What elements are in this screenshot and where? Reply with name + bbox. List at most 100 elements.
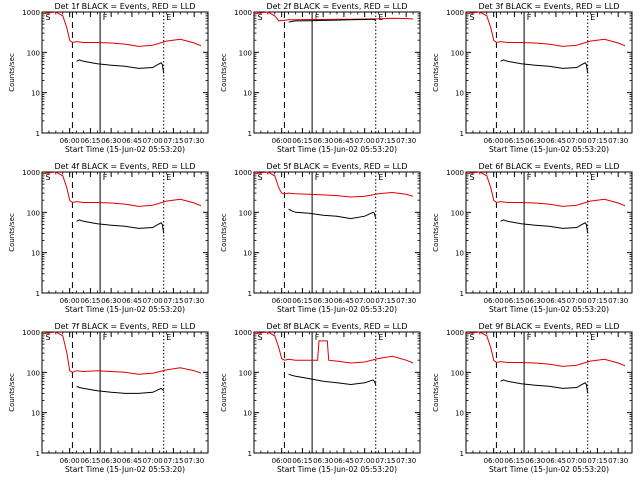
y-tick-label: 10 bbox=[243, 90, 252, 98]
detector-plot-8: Det 8f BLACK = Events, RED = LLD 1 10 100 10… bbox=[220, 322, 421, 474]
x-tick-label: 06:45 bbox=[546, 457, 566, 465]
x-tick-label: 06:15 bbox=[504, 137, 524, 145]
x-tick-label: 06:30 bbox=[313, 137, 333, 145]
marker-letter: S bbox=[469, 333, 474, 342]
series-line-lld bbox=[253, 331, 414, 364]
x-tick-label: 06:00 bbox=[272, 297, 292, 305]
plot-title: Det 7f BLACK = Events, RED = LLD bbox=[54, 322, 195, 331]
x-tick-label: 07:30 bbox=[608, 297, 628, 305]
x-tick-label: 06:45 bbox=[546, 137, 566, 145]
series-line-lld bbox=[41, 331, 202, 375]
plot-title: Det 8f BLACK = Events, RED = LLD bbox=[266, 322, 407, 331]
y-tick-label: 100 bbox=[27, 209, 40, 217]
y-tick-label: 10 bbox=[455, 250, 464, 258]
y-tick-label: 1 bbox=[36, 450, 40, 458]
series-line-lld bbox=[41, 171, 202, 207]
plot-frame bbox=[41, 331, 209, 454]
series-line-lld bbox=[465, 331, 626, 367]
marker-letter: S bbox=[45, 13, 50, 22]
plot-frame bbox=[253, 171, 421, 294]
x-tick-label: 06:00 bbox=[272, 457, 292, 465]
plot-frame bbox=[253, 11, 421, 134]
marker-letter: S bbox=[45, 333, 50, 342]
x-tick-label: 06:30 bbox=[101, 457, 121, 465]
x-tick-label: 06:15 bbox=[80, 457, 100, 465]
x-tick-label: 06:45 bbox=[334, 457, 354, 465]
y-tick-label: 10 bbox=[243, 250, 252, 258]
x-tick-label: 07:30 bbox=[396, 297, 416, 305]
x-tick-label: 06:30 bbox=[101, 137, 121, 145]
x-tick-label: 07:30 bbox=[608, 137, 628, 145]
y-tick-label: 100 bbox=[451, 369, 464, 377]
y-tick-label: 1 bbox=[248, 450, 252, 458]
x-tick-label: 06:30 bbox=[313, 457, 333, 465]
x-tick-label: 06:15 bbox=[292, 137, 312, 145]
y-axis-label: Counts/sec bbox=[220, 373, 228, 412]
marker-letter: S bbox=[257, 173, 262, 182]
series-line-lld bbox=[253, 171, 414, 198]
y-tick-label: 1 bbox=[248, 290, 252, 298]
series-line-events bbox=[500, 219, 589, 234]
y-tick-label: 100 bbox=[451, 209, 464, 217]
x-tick-label: 06:15 bbox=[292, 457, 312, 465]
y-axis-label: Counts/sec bbox=[220, 213, 228, 252]
x-tick-label: 06:00 bbox=[60, 137, 80, 145]
x-tick-label: 07:15 bbox=[587, 297, 607, 305]
x-tick-label: 07:00 bbox=[567, 137, 587, 145]
x-tick-label: 07:30 bbox=[184, 457, 204, 465]
x-tick-label: 06:15 bbox=[80, 137, 100, 145]
marker-letter: E bbox=[166, 333, 171, 342]
plot-title: Det 5f BLACK = Events, RED = LLD bbox=[266, 162, 407, 171]
x-tick-label: 06:30 bbox=[525, 297, 545, 305]
x-tick-label: 07:00 bbox=[355, 137, 375, 145]
marker-letter: F bbox=[315, 173, 320, 182]
y-axis-label: Counts/sec bbox=[432, 373, 440, 412]
series-line-events bbox=[76, 219, 165, 234]
marker-letter: F bbox=[527, 333, 532, 342]
marker-letter: S bbox=[469, 173, 474, 182]
x-tick-label: 07:30 bbox=[396, 137, 416, 145]
y-tick-label: 1 bbox=[460, 130, 464, 138]
marker-letter: E bbox=[166, 173, 171, 182]
x-tick-label: 07:30 bbox=[608, 457, 628, 465]
x-tick-label: 06:30 bbox=[525, 137, 545, 145]
marker-letter: F bbox=[315, 13, 320, 22]
detector-plot-2: Det 2f BLACK = Events, RED = LLD 1 10 100 10… bbox=[220, 2, 421, 154]
marker-letter: S bbox=[257, 333, 262, 342]
y-tick-label: 10 bbox=[243, 410, 252, 418]
y-tick-label: 1000 bbox=[234, 329, 252, 337]
marker-letter: E bbox=[590, 173, 595, 182]
x-tick-label: 07:00 bbox=[567, 457, 587, 465]
x-tick-label: 06:45 bbox=[122, 457, 142, 465]
marker-letter: E bbox=[166, 13, 171, 22]
x-tick-label: 06:30 bbox=[313, 297, 333, 305]
y-tick-label: 1 bbox=[36, 290, 40, 298]
y-axis-label: Counts/sec bbox=[8, 373, 16, 412]
detector-plot-5: Det 5f BLACK = Events, RED = LLD 1 10 100 10… bbox=[220, 162, 421, 314]
marker-letter: F bbox=[527, 13, 532, 22]
y-tick-label: 10 bbox=[31, 410, 40, 418]
x-tick-label: 06:30 bbox=[525, 457, 545, 465]
marker-letter: F bbox=[103, 173, 108, 182]
x-axis-label: Start Time (15-Jun-02 05:53:20) bbox=[277, 145, 397, 154]
x-axis-label: Start Time (15-Jun-02 05:53:20) bbox=[489, 465, 609, 474]
detector-plot-6: Det 6f BLACK = Events, RED = LLD 1 10 100 10… bbox=[432, 162, 633, 314]
marker-letter: F bbox=[527, 173, 532, 182]
x-tick-label: 06:30 bbox=[101, 297, 121, 305]
y-tick-label: 1000 bbox=[446, 329, 464, 337]
marker-letter: S bbox=[45, 173, 50, 182]
x-tick-label: 06:00 bbox=[484, 137, 504, 145]
series-line-events bbox=[288, 373, 377, 386]
x-tick-label: 07:15 bbox=[587, 457, 607, 465]
y-tick-label: 100 bbox=[239, 209, 252, 217]
y-tick-label: 1 bbox=[36, 130, 40, 138]
series-line-events bbox=[288, 18, 377, 23]
x-tick-label: 06:45 bbox=[334, 297, 354, 305]
x-tick-label: 06:15 bbox=[80, 297, 100, 305]
marker-letter: E bbox=[378, 13, 383, 22]
y-tick-label: 100 bbox=[27, 49, 40, 57]
x-tick-label: 07:30 bbox=[184, 297, 204, 305]
x-tick-label: 06:00 bbox=[484, 457, 504, 465]
x-tick-label: 07:00 bbox=[567, 297, 587, 305]
